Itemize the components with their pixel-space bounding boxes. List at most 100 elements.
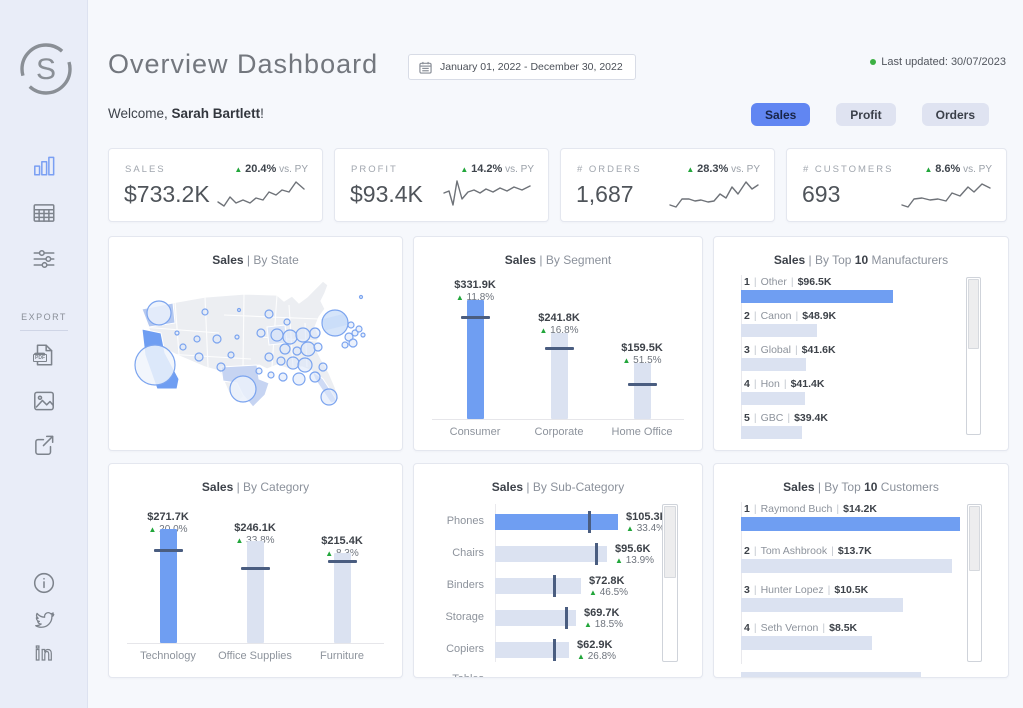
nav-dashboard-item[interactable] [31, 152, 57, 178]
bar-value: $271.7K [147, 511, 189, 523]
py-reference-tick [553, 575, 556, 597]
kpi-delta: ▲ 20.4% vs. PY [234, 163, 308, 175]
manufacturer-bar[interactable] [741, 290, 893, 303]
info-button[interactable] [31, 570, 57, 596]
subcategory-bar[interactable] [495, 607, 576, 629]
kpi-card-orders: # ORDERS ▲ 28.3% vs. PY 1,687 [560, 148, 775, 222]
category-bar[interactable] [159, 529, 177, 643]
nav-table-item[interactable] [31, 200, 57, 226]
y-axis [741, 502, 742, 664]
bar-chart-icon [34, 156, 55, 176]
welcome-message: Welcome, Sarah Bartlett! [108, 106, 264, 121]
card-sales-by-manufacturer: Sales | By Top 10 Manufacturers 1 | Other |… [713, 236, 1009, 451]
subcategory-bar[interactable] [495, 575, 581, 597]
app-logo[interactable]: S [17, 40, 75, 98]
us-sales-map[interactable] [109, 267, 403, 447]
up-arrow-icon: ▲ [460, 165, 469, 174]
subcategory-row-binders: Binders $72.8K ▲ 46.5% [426, 575, 662, 598]
bar-delta: ▲ 33.8% [235, 535, 274, 546]
py-reference-tick [588, 511, 591, 533]
segment-bar[interactable] [633, 363, 651, 419]
customers-sparkline [901, 183, 991, 208]
export-image-button[interactable] [31, 388, 57, 414]
card-title: Sales | By Segment [504, 253, 612, 267]
customer-bar[interactable] [741, 559, 952, 573]
card-title: Sales | By State [212, 253, 299, 267]
rank-row-label: 3 | Global | $41.6K [744, 344, 836, 356]
py-reference-line [460, 316, 490, 319]
category-bar[interactable] [333, 553, 351, 643]
scrollbar-thumb[interactable] [969, 506, 980, 571]
date-range-picker[interactable]: January 01, 2022 - December 30, 2022 [408, 54, 636, 80]
customer-bar[interactable] [741, 598, 903, 612]
category-bar[interactable] [246, 541, 264, 643]
subcategory-row-storage: Storage $69.7K ▲ 18.5% [426, 607, 662, 630]
rank-row-label: 2 | Tom Ashbrook | $13.7K [744, 545, 872, 557]
x-axis-label: Furniture [319, 650, 365, 662]
subcategory-values: $69.7K ▲ 18.5% [584, 607, 624, 630]
subcategory-bar[interactable] [495, 639, 569, 661]
manufacturer-bar[interactable] [741, 358, 806, 371]
rank-row-label: 4 | Hon | $41.4K [744, 378, 825, 390]
sales-toggle-button[interactable]: Sales [750, 103, 811, 126]
scrollbar[interactable] [967, 504, 982, 662]
kpi-label: PROFIT [351, 164, 398, 175]
bar-delta: ▲ 51.5% [622, 355, 662, 366]
subcategory-label: Chairs [452, 547, 484, 559]
segment-consumer: $331.9K ▲ 11.8% [430, 279, 520, 419]
customer-bar-partial[interactable] [741, 672, 921, 677]
rank-row-label: 1 | Other | $96.5K [744, 276, 832, 288]
customer-bar[interactable] [741, 517, 960, 531]
kpi-label: # ORDERS [577, 164, 642, 175]
subcategory-bar[interactable] [495, 511, 618, 533]
manufacturer-bar[interactable] [741, 426, 802, 439]
profit-sparkline [443, 180, 531, 206]
subcategory-bar[interactable] [495, 543, 607, 565]
subcategory-values: $95.6K ▲ 13.9% [615, 543, 655, 566]
manufacturer-bar[interactable] [741, 392, 805, 405]
subcategory-label: Phones [446, 515, 484, 527]
category-technology: $271.7K ▲ 20.0% [123, 511, 213, 643]
category-furniture: $215.4K ▲ 8.3% [297, 535, 387, 643]
subcategory-label: Storage [445, 611, 484, 623]
card-sales-by-subcategory: Sales | By Sub-Category Phones $105.3K ▲… [413, 463, 703, 678]
manufacturer-bar[interactable] [741, 324, 817, 337]
orders-toggle-button[interactable]: Orders [921, 103, 989, 126]
segment-bar[interactable] [466, 300, 484, 419]
subcategory-values: $105.3K ▲ 33.4% [626, 511, 668, 534]
sales-bubbles[interactable] [134, 294, 366, 406]
x-axis-label: Corporate [534, 426, 584, 438]
last-updated: Last updated: 30/07/2023 [870, 56, 1006, 68]
kpi-delta: ▲ 8.6% vs. PY [924, 163, 992, 175]
kpi-delta: ▲ 14.2% vs. PY [460, 163, 534, 175]
scrollbar[interactable] [966, 277, 981, 435]
nav-filters-item[interactable] [31, 246, 57, 272]
orders-sparkline [669, 181, 759, 208]
rank-row-label: 3 | Hunter Lopez | $10.5K [744, 584, 869, 596]
card-title: Sales | By Top 10 Manufacturers [773, 253, 949, 267]
status-dot [870, 59, 877, 65]
export-share-button[interactable] [31, 432, 57, 458]
twitter-link[interactable] [31, 608, 57, 634]
profit-toggle-button[interactable]: Profit [836, 103, 896, 126]
linkedin-link[interactable]: in [31, 643, 57, 670]
card-sales-by-customer: Sales | By Top 10 Customers 1 | Raymond Bu… [713, 463, 1009, 678]
customer-bar[interactable] [741, 636, 872, 650]
subcategory-values: $62.9K ▲ 26.8% [577, 639, 617, 662]
subcategory-row-chairs: Chairs $95.6K ▲ 13.9% [426, 543, 662, 566]
export-pdf-button[interactable]: PDF [31, 342, 57, 368]
sales-sparkline [217, 181, 305, 207]
scrollbar-thumb[interactable] [664, 506, 676, 578]
scrollbar-thumb[interactable] [968, 279, 979, 349]
up-arrow-icon: ▲ [924, 165, 933, 174]
sidebar: S /* logo letter bound below via data-bi… [0, 0, 88, 708]
kpi-delta: ▲ 28.3% vs. PY [686, 163, 760, 175]
scrollbar[interactable] [662, 504, 678, 662]
x-axis-label: Office Supplies [218, 650, 292, 662]
rank-row-label: 1 | Raymond Buch | $14.2K [744, 503, 877, 515]
up-arrow-icon: ▲ [686, 165, 695, 174]
py-reference-line [544, 347, 574, 350]
x-axis-label: Consumer [449, 426, 501, 438]
segment-bar[interactable] [550, 333, 568, 419]
metric-toggle: Sales Profit Orders [750, 103, 989, 126]
